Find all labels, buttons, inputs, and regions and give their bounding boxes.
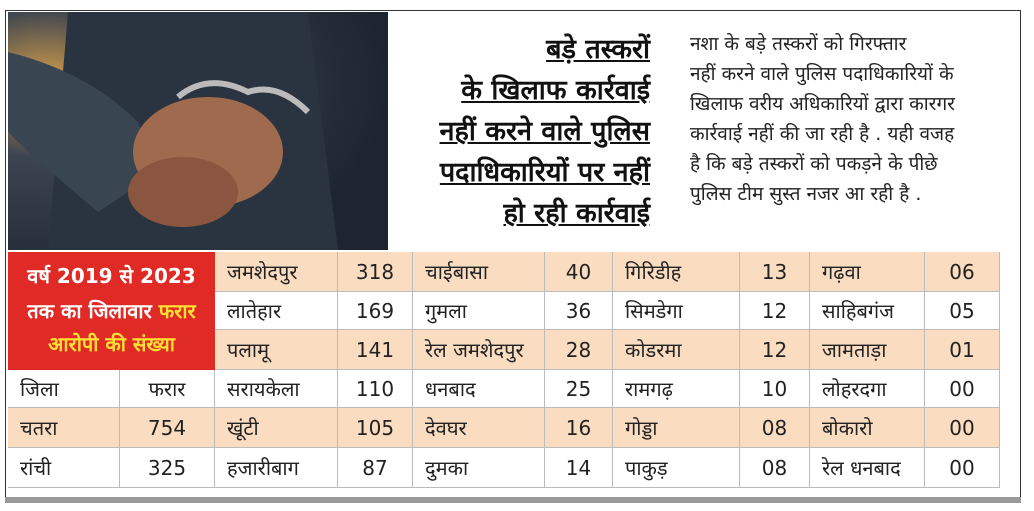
caption-line: आरोपी की संख्या xyxy=(48,332,175,356)
district-cell: चतरा xyxy=(8,408,120,448)
district-cell: दुमका xyxy=(413,448,545,488)
body-line: नहीं करने वाले पुलिस पदाधिकारियों के xyxy=(690,63,954,85)
count-cell: 40 xyxy=(545,252,613,292)
shadow xyxy=(5,497,1021,503)
district-cell: गढ़वा xyxy=(810,252,925,292)
body-line: है कि बड़े तस्करों को पकड़ने के पीछे xyxy=(690,153,938,175)
headline-line: नहीं करने वाले पुलिस xyxy=(439,116,650,147)
caption-highlight: फरार xyxy=(158,299,196,323)
district-cell: लोहरदगा xyxy=(810,370,925,408)
district-cell: कोडरमा xyxy=(613,330,740,370)
body-line: कार्रवाई नहीं की जा रही है . यही वजह xyxy=(690,123,955,145)
count-cell: 08 xyxy=(740,408,810,448)
district-cell: चाईबासा xyxy=(413,252,545,292)
district-cell: देवघर xyxy=(413,408,545,448)
headline-line: के खिलाफ कार्रवाई xyxy=(461,75,650,106)
headline-line: पदाधिकारियों पर नहीं xyxy=(439,157,650,188)
caption-line: वर्ष 2019 से 2023 xyxy=(27,264,196,288)
count-cell: 36 xyxy=(545,292,613,330)
body-line: नशा के बड़े तस्करों को गिरफ्तार xyxy=(690,33,907,55)
count-cell: 87 xyxy=(338,448,413,488)
count-cell: 325 xyxy=(120,448,215,488)
district-cell: हजारीबाग xyxy=(215,448,338,488)
body-line: पुलिस टीम सुस्त नजर आ रही है . xyxy=(690,183,922,205)
headline-line: हो रही कार्रवाई xyxy=(503,198,650,229)
district-cell: बोकारो xyxy=(810,408,925,448)
district-cell: धनबाद xyxy=(413,370,545,408)
count-cell: 00 xyxy=(925,408,1000,448)
body-line: खिलाफ वरीय अधिकारियों द्वारा कारगर xyxy=(690,93,955,115)
district-cell: खूंटी xyxy=(215,408,338,448)
district-cell: जिला xyxy=(8,370,120,408)
district-cell: पाकुड़ xyxy=(613,448,740,488)
district-cell: सरायकेला xyxy=(215,370,338,408)
district-cell: गुमला xyxy=(413,292,545,330)
count-cell: 141 xyxy=(338,330,413,370)
district-cell: रेल जमशेदपुर xyxy=(413,330,545,370)
district-cell: रांची xyxy=(8,448,120,488)
caption-line: तक का जिलावार फरार xyxy=(8,297,215,324)
district-cell: लातेहार xyxy=(215,292,338,330)
count-cell: 05 xyxy=(925,292,1000,330)
count-cell: 14 xyxy=(545,448,613,488)
count-cell: 110 xyxy=(338,370,413,408)
district-cell: गोड्डा xyxy=(613,408,740,448)
count-cell: 08 xyxy=(740,448,810,488)
count-cell: 318 xyxy=(338,252,413,292)
count-cell: फरार xyxy=(120,370,215,408)
caption-box xyxy=(8,252,215,370)
headline-line: बड़े तस्करों xyxy=(546,34,650,65)
count-cell: 169 xyxy=(338,292,413,330)
count-cell: 28 xyxy=(545,330,613,370)
count-cell: 105 xyxy=(338,408,413,448)
count-cell: 25 xyxy=(545,370,613,408)
count-cell: 00 xyxy=(925,370,1000,408)
district-cell: सिमडेगा xyxy=(613,292,740,330)
district-cell: रामगढ़ xyxy=(613,370,740,408)
count-cell: 10 xyxy=(740,370,810,408)
count-cell: 13 xyxy=(740,252,810,292)
district-cell: पलामू xyxy=(215,330,338,370)
caption-text: तक का जिलावार xyxy=(27,299,152,323)
district-cell: गिरिडीह xyxy=(613,252,740,292)
count-cell: 754 xyxy=(120,408,215,448)
photo xyxy=(8,12,388,250)
count-cell: 12 xyxy=(740,292,810,330)
count-cell: 00 xyxy=(925,448,1000,488)
count-cell: 01 xyxy=(925,330,1000,370)
district-cell: साहिबगंज xyxy=(810,292,925,330)
district-cell: जमशेदपुर xyxy=(215,252,338,292)
count-cell: 12 xyxy=(740,330,810,370)
count-cell: 06 xyxy=(925,252,1000,292)
district-cell: रेल धनबाद xyxy=(810,448,925,488)
district-cell: जामताड़ा xyxy=(810,330,925,370)
count-cell: 16 xyxy=(545,408,613,448)
